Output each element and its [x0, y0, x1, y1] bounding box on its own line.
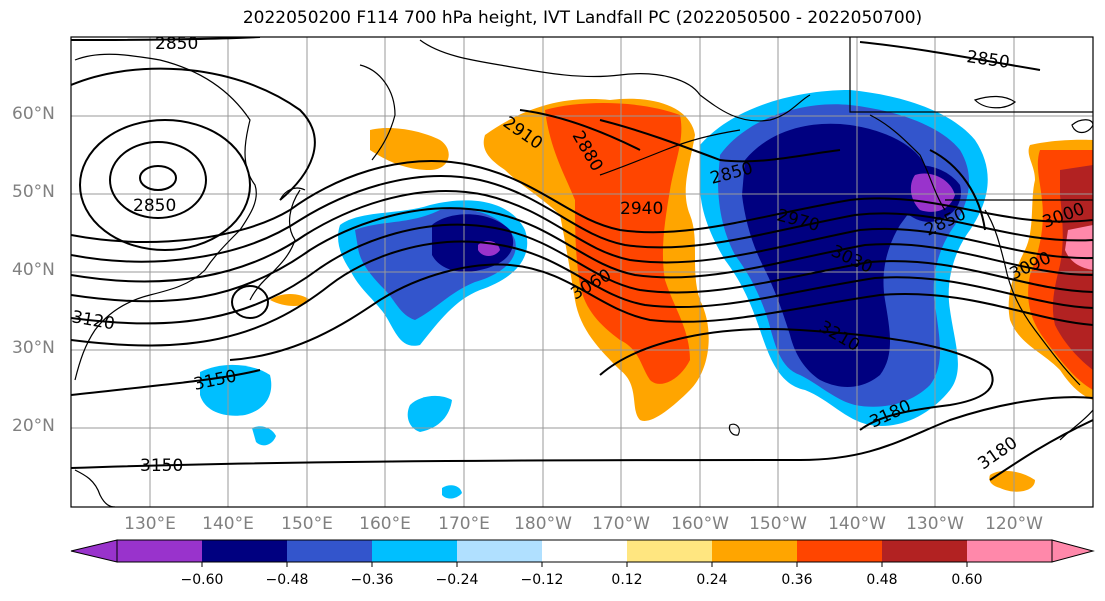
lon-label: 160°E	[359, 514, 411, 534]
colorbar-extend-high	[1051, 539, 1095, 563]
colorbar-tick-label: −0.12	[520, 572, 564, 588]
map-area	[71, 37, 1093, 507]
lat-label: 30°N	[12, 338, 55, 358]
lat-label: 60°N	[12, 104, 55, 124]
lon-label: 120°W	[985, 514, 1043, 534]
contour-label: 2850	[133, 196, 176, 216]
lat-label: 50°N	[12, 182, 55, 202]
colorbar-tick-label: −0.60	[180, 572, 224, 588]
lon-label: 150°W	[749, 514, 807, 534]
colorbar-tick-label: −0.48	[265, 572, 309, 588]
colorbar-tick-label: −0.24	[435, 572, 479, 588]
contour-label: 2850	[155, 34, 198, 54]
lat-label: 20°N	[12, 416, 55, 436]
colorbar-tick-label: 0.60	[951, 572, 983, 588]
lon-label: 170°W	[592, 514, 650, 534]
lon-label: 150°E	[281, 514, 333, 534]
lon-label: 130°W	[906, 514, 964, 534]
map-title: 2022050200 F114 700 hPa height, IVT Land…	[242, 8, 923, 28]
lon-label: 170°E	[438, 514, 490, 534]
colorbar-extend-low	[70, 539, 118, 563]
colorbar-tick-label: −0.36	[350, 572, 394, 588]
lon-label: 180°W	[514, 514, 572, 534]
lon-label: 130°E	[124, 514, 176, 534]
graticule	[71, 37, 1093, 507]
colorbar-tick-label: 0.24	[696, 572, 728, 588]
contour-label: 3150	[140, 456, 183, 476]
colorbar-tick-label: 0.12	[611, 572, 643, 588]
lon-label: 160°W	[671, 514, 729, 534]
height-contours	[71, 37, 1093, 481]
colorbar-tick-label: 0.48	[866, 572, 898, 588]
contour-label: 2940	[620, 199, 663, 219]
lon-label: 140°E	[202, 514, 254, 534]
colorbar-tick-label: 0.36	[781, 572, 813, 588]
lon-label: 140°W	[828, 514, 886, 534]
lat-label: 40°N	[12, 260, 55, 280]
map-frame	[70, 36, 1094, 508]
colorbar	[70, 539, 1095, 567]
